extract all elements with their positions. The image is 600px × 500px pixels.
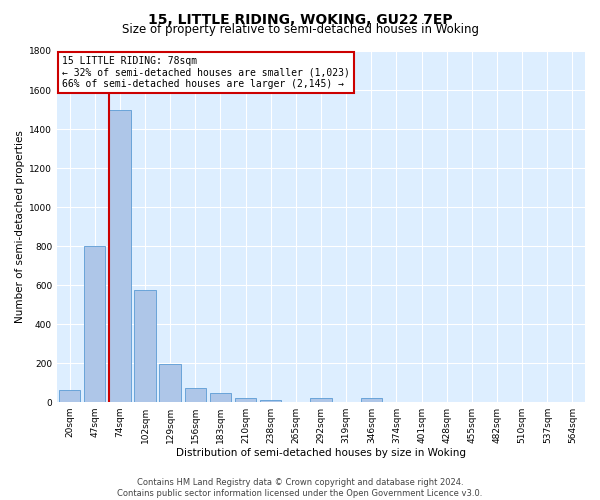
Bar: [59, 390, 80, 402]
Bar: [235, 398, 256, 402]
Bar: [260, 400, 281, 402]
Bar: [109, 110, 131, 402]
Bar: [310, 398, 332, 402]
Text: Contains HM Land Registry data © Crown copyright and database right 2024.
Contai: Contains HM Land Registry data © Crown c…: [118, 478, 482, 498]
X-axis label: Distribution of semi-detached houses by size in Woking: Distribution of semi-detached houses by …: [176, 448, 466, 458]
Bar: [361, 398, 382, 402]
Bar: [84, 246, 106, 402]
Text: 15 LITTLE RIDING: 78sqm
← 32% of semi-detached houses are smaller (1,023)
66% of: 15 LITTLE RIDING: 78sqm ← 32% of semi-de…: [62, 56, 350, 90]
Text: Size of property relative to semi-detached houses in Woking: Size of property relative to semi-detach…: [121, 22, 479, 36]
Text: 15, LITTLE RIDING, WOKING, GU22 7EP: 15, LITTLE RIDING, WOKING, GU22 7EP: [148, 12, 452, 26]
Bar: [160, 364, 181, 402]
Bar: [134, 290, 156, 402]
Bar: [210, 394, 231, 402]
Bar: [185, 388, 206, 402]
Y-axis label: Number of semi-detached properties: Number of semi-detached properties: [15, 130, 25, 323]
